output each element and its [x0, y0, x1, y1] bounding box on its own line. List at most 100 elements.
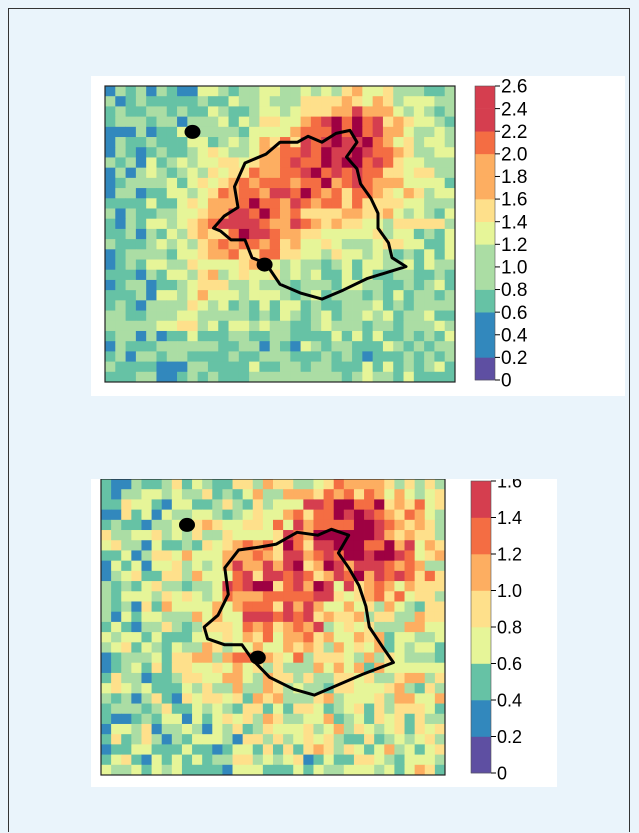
heatmap-cell — [374, 519, 385, 531]
heatmap-cell — [424, 764, 436, 776]
heatmap-cell — [424, 320, 435, 332]
heatmap-cell — [218, 106, 229, 118]
heatmap-cell — [101, 754, 112, 766]
heatmap-cell — [181, 723, 193, 735]
heatmap-cell — [218, 208, 229, 220]
heatmap-cell — [252, 672, 264, 684]
heatmap-cell — [353, 489, 365, 500]
heatmap-cell — [131, 693, 142, 704]
heatmap-cell — [262, 591, 274, 602]
heatmap-cell — [218, 157, 229, 169]
heatmap-cell — [293, 519, 304, 531]
heatmap-cell — [310, 208, 322, 220]
heatmap-cell — [262, 652, 274, 664]
heatmap-cell — [424, 744, 436, 755]
heatmap-cell — [262, 601, 274, 613]
colorbar-segment — [475, 244, 495, 268]
heatmap-cell — [207, 157, 219, 169]
heatmap-cell — [207, 351, 219, 362]
heatmap-cell — [404, 519, 416, 531]
heatmap-cell — [177, 177, 188, 189]
heatmap-cell — [283, 519, 294, 531]
heatmap-cell — [218, 300, 229, 311]
heatmap-cell — [372, 167, 384, 179]
heatmap-cell — [187, 177, 199, 189]
heatmap-cell — [121, 621, 132, 633]
heatmap-cell — [242, 734, 254, 745]
heatmap-cell — [321, 86, 332, 97]
heatmap-cell — [414, 581, 426, 592]
heatmap-cell — [323, 621, 335, 633]
heatmap-cell — [364, 581, 375, 592]
heatmap-cell — [146, 300, 157, 311]
heatmap-cell — [394, 591, 405, 602]
heatmap-cell — [290, 279, 301, 291]
heatmap-cell — [121, 744, 132, 755]
heatmap-cell — [333, 509, 345, 521]
heatmap-cell — [202, 530, 213, 541]
heatmap-cell — [146, 116, 157, 128]
heatmap-cell — [125, 106, 137, 118]
colorbar-segment — [471, 590, 491, 628]
heatmap-cell — [403, 341, 415, 352]
heatmap-cell — [393, 320, 404, 332]
heatmap-cell — [313, 754, 324, 766]
heatmap-cell — [228, 249, 240, 260]
heatmap-cell — [424, 126, 435, 138]
heatmap-cell — [434, 239, 446, 250]
heatmap-cell — [364, 713, 375, 725]
heatmap-cell — [364, 723, 375, 735]
heatmap-cell — [424, 560, 436, 572]
heatmap-cell — [434, 208, 446, 220]
heatmap-cell — [207, 188, 219, 199]
heatmap-cell — [171, 581, 183, 592]
heatmap-cell — [187, 279, 199, 291]
heatmap-cell — [293, 754, 304, 766]
heatmap-cell — [187, 106, 199, 118]
heatmap-cell — [424, 479, 436, 490]
heatmap-cell — [146, 198, 157, 209]
heatmap-cell — [374, 530, 385, 541]
heatmap-cell — [177, 320, 188, 332]
colorbar-segment — [475, 221, 495, 245]
heatmap-cell — [444, 126, 456, 138]
heatmap-cell — [300, 351, 312, 362]
heatmap-cell — [323, 601, 335, 613]
heatmap-cell — [293, 693, 304, 704]
heatmap-cell — [290, 351, 301, 362]
heatmap-cell — [269, 320, 281, 332]
heatmap-cell — [444, 208, 456, 220]
heatmap-cell — [101, 550, 112, 562]
heatmap-cell — [269, 198, 281, 209]
heatmap-cell — [404, 570, 416, 582]
heatmap-cell — [111, 601, 122, 613]
heatmap-cell — [353, 530, 365, 541]
heatmap-cell — [212, 642, 223, 653]
heatmap-cell — [374, 601, 385, 613]
heatmap-cell — [280, 341, 291, 352]
heatmap-cell — [393, 126, 404, 138]
heatmap-cell — [181, 621, 193, 633]
colorbar-segment — [471, 554, 491, 591]
heatmap-cell — [364, 764, 375, 776]
heatmap-cell — [372, 177, 384, 189]
heatmap-cell — [343, 499, 355, 511]
heatmap-cell — [300, 371, 312, 383]
heatmap-cell — [444, 351, 456, 362]
heatmap-cell — [228, 198, 240, 209]
heatmap-cell — [364, 734, 375, 745]
heatmap-cell — [364, 550, 375, 562]
heatmap-cell — [424, 86, 435, 97]
heatmap-cell — [166, 157, 178, 169]
heatmap-cell — [125, 147, 137, 158]
heatmap-cell — [333, 611, 345, 623]
heatmap-cell — [269, 177, 281, 189]
heatmap-cell — [393, 290, 404, 301]
heatmap-cell — [177, 86, 188, 97]
heatmap-cell — [166, 239, 178, 250]
heatmap-cell — [192, 672, 203, 684]
heatmap-cell — [161, 764, 173, 776]
heatmap-cell — [280, 147, 291, 158]
heatmap-cell — [374, 540, 385, 551]
heatmap-cell — [228, 96, 240, 107]
